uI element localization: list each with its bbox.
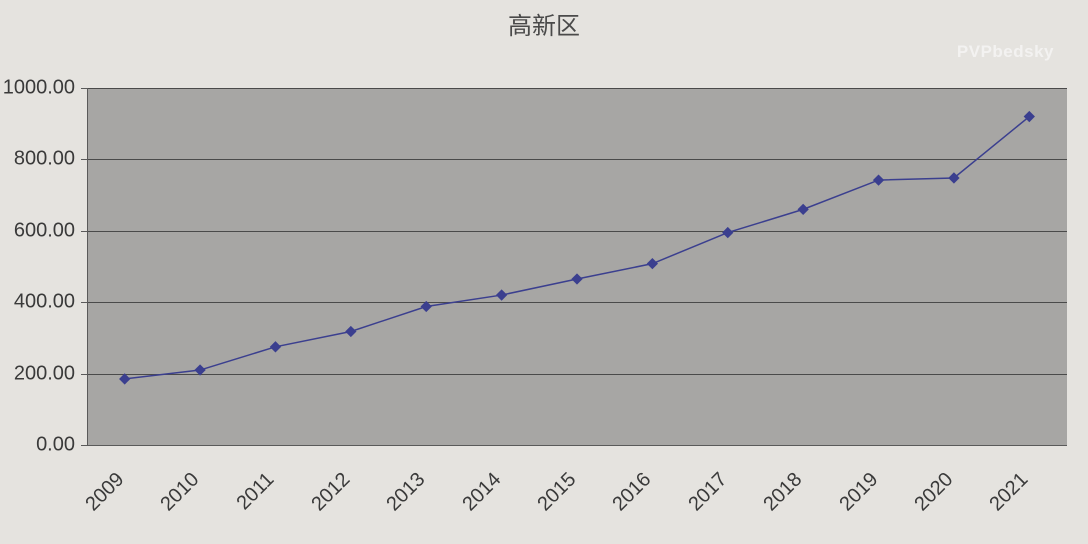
data-marker — [421, 302, 431, 312]
data-marker — [195, 365, 205, 375]
data-marker — [798, 204, 808, 214]
line-series — [0, 0, 1088, 544]
data-marker — [723, 228, 733, 238]
data-marker — [271, 342, 281, 352]
data-marker — [572, 274, 582, 284]
data-marker — [874, 175, 884, 185]
chart-container: { "chart": { "type": "line", "title": "高… — [0, 0, 1088, 544]
data-marker — [120, 374, 130, 384]
data-marker — [647, 259, 657, 269]
data-marker — [497, 290, 507, 300]
data-marker — [346, 327, 356, 337]
series-line — [125, 117, 1030, 379]
